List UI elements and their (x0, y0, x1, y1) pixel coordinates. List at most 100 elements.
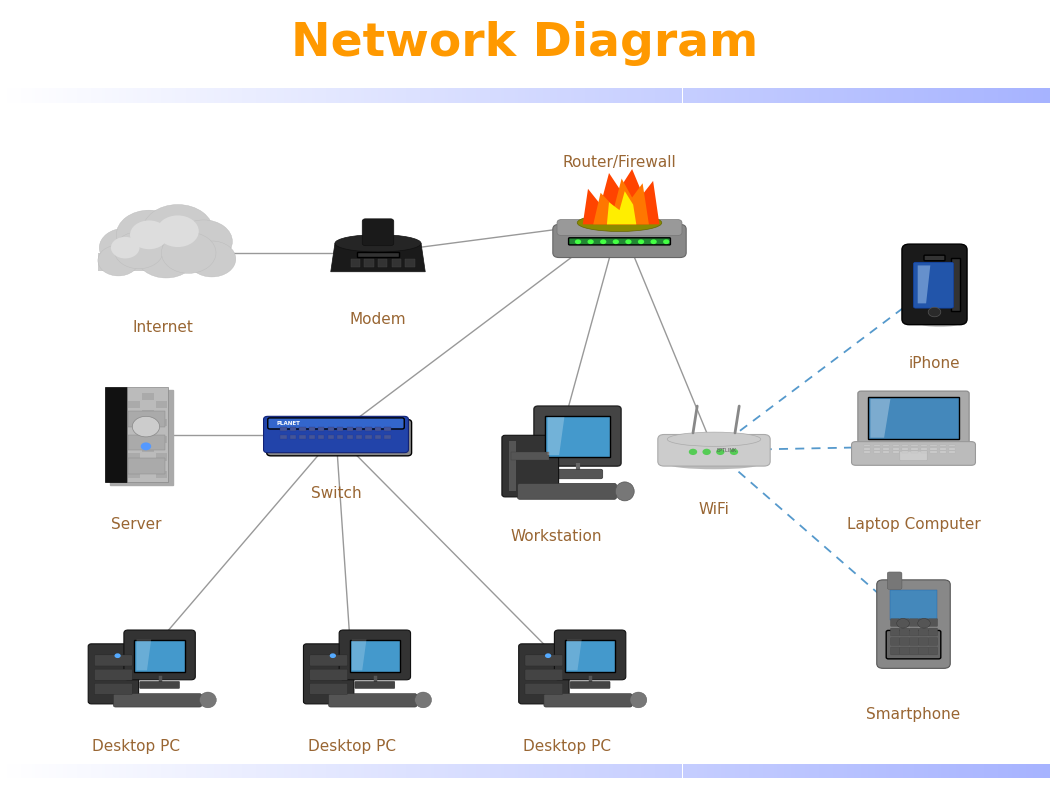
Ellipse shape (415, 692, 432, 708)
FancyBboxPatch shape (911, 451, 918, 453)
Bar (763, 764, 766, 778)
Bar (399, 764, 402, 778)
Bar (696, 764, 700, 778)
Bar (1032, 764, 1036, 778)
FancyBboxPatch shape (919, 638, 928, 645)
Bar (455, 88, 459, 103)
Bar (595, 88, 598, 103)
Bar (1029, 88, 1032, 103)
Bar (868, 764, 871, 778)
Bar (32, 764, 35, 778)
FancyBboxPatch shape (911, 448, 918, 450)
Bar (178, 88, 182, 103)
Bar (175, 88, 179, 103)
FancyBboxPatch shape (124, 630, 195, 679)
Bar (259, 88, 262, 103)
Bar (14, 88, 18, 103)
Bar (322, 88, 326, 103)
Bar (990, 88, 994, 103)
Bar (326, 88, 329, 103)
FancyBboxPatch shape (356, 435, 362, 439)
Bar (805, 88, 808, 103)
Bar (742, 764, 745, 778)
Bar (826, 88, 830, 103)
Bar (861, 88, 864, 103)
Bar (973, 88, 976, 103)
Bar (112, 764, 116, 778)
Bar (630, 764, 633, 778)
Circle shape (143, 205, 213, 258)
Bar (56, 88, 60, 103)
Bar (721, 764, 724, 778)
Bar (94, 764, 98, 778)
Bar (990, 764, 994, 778)
Bar (66, 764, 70, 778)
FancyBboxPatch shape (357, 252, 399, 257)
Bar (1011, 88, 1015, 103)
Bar (297, 764, 301, 778)
Bar (45, 88, 49, 103)
Bar (819, 88, 822, 103)
FancyBboxPatch shape (852, 442, 975, 465)
Bar (690, 764, 693, 778)
Bar (213, 88, 217, 103)
Bar (770, 88, 774, 103)
Bar (249, 764, 252, 778)
Ellipse shape (630, 692, 647, 708)
Text: Server: Server (111, 517, 162, 532)
Bar (840, 88, 843, 103)
Bar (350, 88, 354, 103)
Bar (658, 88, 662, 103)
Bar (892, 764, 896, 778)
Circle shape (716, 449, 724, 455)
Bar (217, 764, 220, 778)
FancyBboxPatch shape (919, 647, 928, 655)
Bar (476, 88, 480, 103)
FancyBboxPatch shape (864, 448, 870, 450)
Bar (675, 764, 679, 778)
FancyBboxPatch shape (900, 647, 909, 655)
Bar (346, 88, 350, 103)
Bar (509, 441, 516, 491)
FancyBboxPatch shape (134, 640, 185, 672)
Bar (536, 764, 539, 778)
Bar (420, 764, 423, 778)
FancyBboxPatch shape (329, 694, 417, 707)
Bar (1026, 88, 1029, 103)
Bar (465, 88, 469, 103)
FancyBboxPatch shape (88, 644, 139, 704)
Bar (798, 764, 801, 778)
Bar (42, 88, 45, 103)
FancyBboxPatch shape (128, 435, 165, 450)
Ellipse shape (556, 239, 682, 253)
Bar (875, 764, 879, 778)
FancyBboxPatch shape (902, 448, 908, 450)
Bar (987, 88, 990, 103)
Bar (42, 764, 45, 778)
Polygon shape (352, 640, 366, 670)
Bar (945, 764, 948, 778)
Bar (612, 764, 616, 778)
Bar (105, 387, 127, 482)
Bar (385, 764, 388, 778)
Bar (70, 764, 74, 778)
FancyBboxPatch shape (911, 445, 918, 446)
FancyBboxPatch shape (318, 435, 324, 439)
Circle shape (100, 228, 151, 267)
Bar (28, 88, 32, 103)
Bar (686, 88, 690, 103)
FancyBboxPatch shape (525, 655, 563, 666)
Ellipse shape (669, 460, 759, 469)
FancyBboxPatch shape (280, 435, 287, 439)
Bar (171, 88, 175, 103)
FancyBboxPatch shape (874, 448, 880, 450)
Bar (910, 764, 914, 778)
Bar (465, 764, 469, 778)
Text: iPhone: iPhone (908, 356, 961, 371)
Bar (396, 88, 399, 103)
Bar (1032, 88, 1036, 103)
Bar (843, 88, 847, 103)
Bar (514, 764, 518, 778)
Bar (490, 764, 493, 778)
Bar (522, 88, 525, 103)
